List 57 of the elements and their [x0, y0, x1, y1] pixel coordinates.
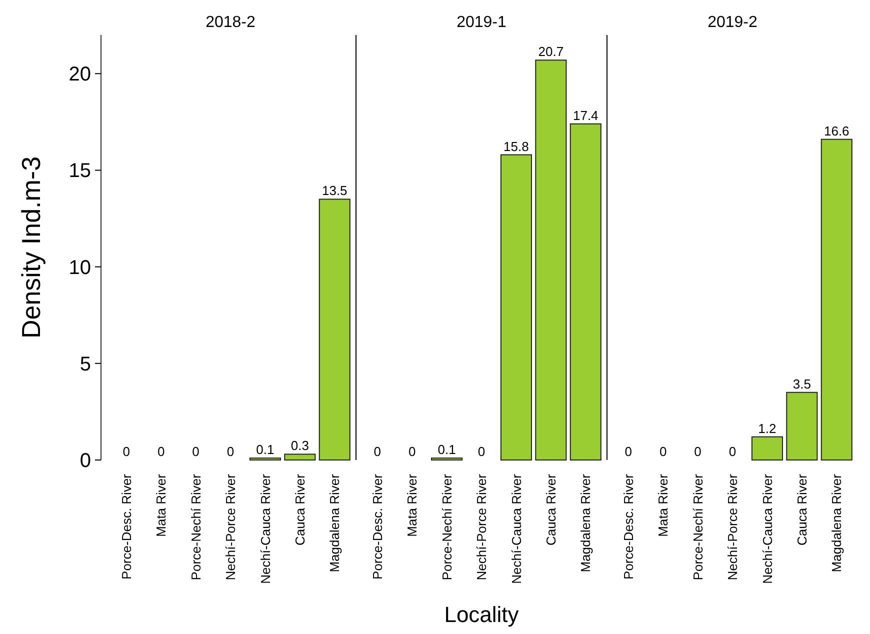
x-tick-label: Mata River: [404, 473, 420, 537]
data-label: 17.4: [572, 108, 598, 123]
bar: [500, 154, 532, 460]
x-tick-label: Mata River: [154, 473, 169, 537]
data-label: 0: [728, 444, 736, 459]
x-tick-label: Porce-Nechí River: [439, 473, 454, 580]
data-label: 0.3: [290, 438, 309, 454]
data-label: 0: [122, 444, 130, 459]
chart-title: 2019-1: [456, 14, 507, 31]
bar: [318, 198, 350, 460]
y-axis-title: Density Ind.m-3: [16, 156, 46, 339]
data-label: 0: [192, 444, 200, 459]
x-tick-label: Mata River: [656, 473, 671, 537]
x-axis-title: Locality: [444, 602, 519, 627]
data-label: 0: [624, 444, 632, 459]
x-tick-label: Cauca River: [292, 473, 308, 546]
data-label: 0: [374, 444, 381, 459]
bar: [284, 454, 316, 460]
data-label: 3.5: [792, 376, 811, 392]
x-tick-label: Porce-Desc. River: [620, 473, 636, 580]
data-label: 20.7: [538, 44, 564, 60]
x-tick-label: Porce-Desc. River: [370, 473, 385, 580]
data-label: 13.5: [322, 183, 348, 198]
data-label: 1.2: [758, 420, 776, 436]
data-label: 0.1: [256, 442, 274, 458]
x-tick-label: Magdalena River: [829, 473, 844, 572]
x-tick-label: Cauca River: [543, 473, 558, 546]
data-label: 0: [408, 444, 416, 459]
x-tick-label: Nechí-Cauca River: [508, 473, 524, 584]
data-label: 0: [478, 444, 486, 459]
x-tick-label: Nechí-Cauca River: [760, 473, 775, 584]
y-tick-label: 0: [80, 450, 91, 472]
chart-title: 2018-2: [206, 14, 256, 31]
bar: [535, 60, 567, 460]
chart-title: 2019-2: [708, 14, 758, 31]
x-tick-label: Nechí-Porce River: [725, 473, 740, 580]
x-tick-label: Cauca River: [794, 473, 810, 546]
y-tick-label: 10: [68, 256, 91, 279]
x-tick-label: Porce-Nechí River: [690, 473, 706, 580]
bar: [570, 123, 602, 460]
data-label: 0: [694, 444, 702, 459]
y-tick-label: 15: [68, 160, 91, 182]
x-tick-label: Nechí-Cauca River: [258, 473, 273, 584]
data-label: 15.8: [504, 138, 529, 154]
data-label: 16.6: [824, 123, 850, 138]
x-tick-label: Porce-Desc. River: [118, 473, 134, 580]
x-tick-label: Nechí-Porce River: [474, 473, 490, 580]
x-tick-label: Magdalena River: [578, 473, 594, 572]
data-label: 0.1: [438, 442, 456, 458]
x-tick-label: Nechí-Porce River: [223, 473, 238, 580]
y-tick-label: 20: [68, 64, 91, 86]
x-tick-label: Magdalena River: [327, 473, 342, 572]
data-label: 0: [226, 444, 234, 459]
y-tick-label: 5: [80, 353, 91, 376]
data-label: 0: [157, 444, 165, 459]
x-tick-label: Porce-Nechí River: [188, 473, 204, 580]
data-label: 0: [659, 444, 667, 459]
